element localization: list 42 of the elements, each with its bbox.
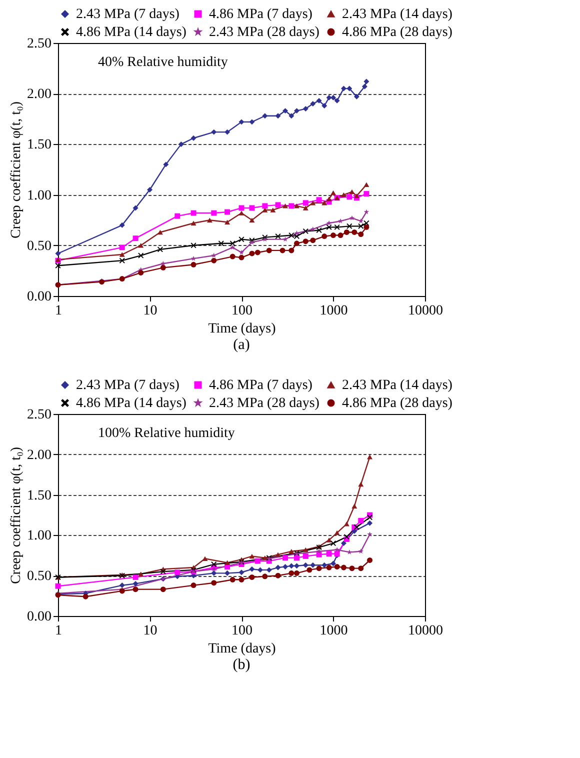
legend-label: 2.43 MPa (28 days) [209,25,320,40]
legend-label: 4.86 MPa (28 days) [342,25,453,40]
y-tick-label: 2.50 [27,36,52,52]
y-tick-label: 2.00 [27,87,52,102]
annotation: 100% Relative humidity [98,426,235,441]
legend-label: 4.86 MPa (14 days) [76,396,187,411]
x-tick-label: 10000 [408,304,443,318]
x-tick-label: 100 [232,304,252,318]
legend-label: 2.43 MPa (28 days) [209,396,320,411]
legend-label: 2.43 MPa (14 days) [342,378,453,393]
y-tick-label: 2.50 [27,408,52,422]
y-tick-label: 0.50 [27,569,52,584]
y-axis-title: Creep coefficient φ(t, t₀) [9,446,24,584]
y-tick-label: 1.50 [27,138,52,153]
y-tick-label: 2.00 [27,448,52,463]
y-tick-label: 0.00 [27,610,52,624]
legend-label: 4.86 MPa (28 days) [342,396,453,411]
x-tick-label: 10000 [408,624,443,638]
y-tick-label: 0.50 [27,238,52,254]
legend-label: 2.43 MPa (7 days) [76,378,180,393]
legend-label: 2.43 MPa (7 days) [76,7,180,22]
x-tick-label: 1000 [320,304,348,318]
legend-label: 4.86 MPa (7 days) [209,7,313,22]
y-tick-label: 1.00 [27,188,52,204]
text: (b) [232,657,250,673]
legend-label: 4.86 MPa (7 days) [209,378,313,393]
x-tick-label: 1 [55,624,62,638]
y-axis-title: Creep coefficient φ(t, t₀) [9,101,24,239]
x-tick-label: 10 [143,624,158,638]
text: (a) [233,337,250,353]
x-axis-title: Time (days) [208,322,276,336]
y-tick-label: 0.00 [27,290,52,304]
x-tick-label: 1000 [320,624,348,638]
y-tick-label: 1.00 [27,528,52,544]
y-tick-label: 1.50 [27,488,52,504]
legend-label: 2.43 MPa (14 days) [342,7,453,22]
x-tick-label: 1 [55,304,62,318]
legend-label: 4.86 MPa (14 days) [76,25,187,40]
annotation: 40% Relative humidity [98,55,228,70]
x-tick-label: 10 [143,304,158,318]
x-axis-title: Time (days) [208,642,276,656]
x-tick-label: 100 [232,624,252,638]
